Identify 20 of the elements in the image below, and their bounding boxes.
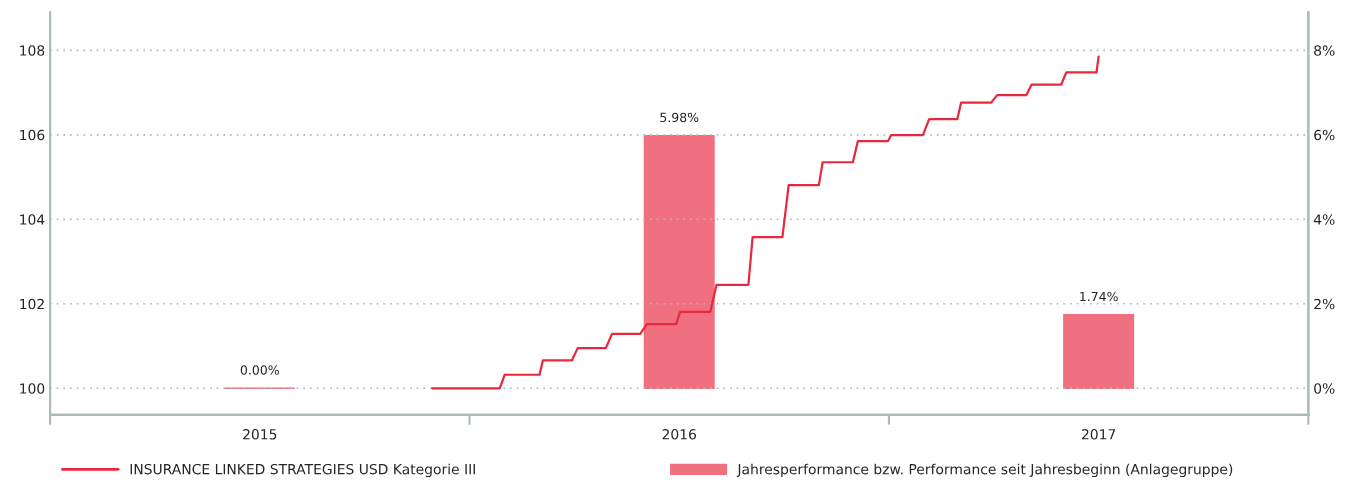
x-tick-label: 2015 [243, 429, 277, 440]
y-tick-label: 100 [20, 383, 45, 394]
y-tick-label: 104 [20, 214, 45, 225]
legend-label: Jahresperformance bzw. Performance seit Jahresbeginn (Anlagegruppe) [736, 463, 1233, 478]
data-label: 0.00% [240, 365, 279, 375]
y-tick-label: 108 [20, 45, 45, 56]
y-tick-label: 106 [20, 129, 45, 141]
y2-tick-label: 2% [1314, 298, 1335, 310]
data-label: 1.74% [1080, 291, 1118, 302]
y2-tick-label: 8% [1314, 45, 1335, 56]
x-tick-label: 2017 [1081, 429, 1116, 440]
data-label: 5.98% [660, 112, 699, 123]
x-tick-label: 2016 [662, 429, 696, 440]
y2-tick-label: 4% [1313, 214, 1335, 225]
y2-tick-label: 6% [1314, 129, 1335, 141]
y-tick-label: 102 [20, 298, 44, 310]
y2-tick-label: 0% [1314, 383, 1335, 394]
bar [1063, 314, 1135, 389]
legend-label: INSURANCE LINKED STRATEGIES USD Kategorie III [130, 463, 475, 478]
bar [643, 134, 715, 389]
